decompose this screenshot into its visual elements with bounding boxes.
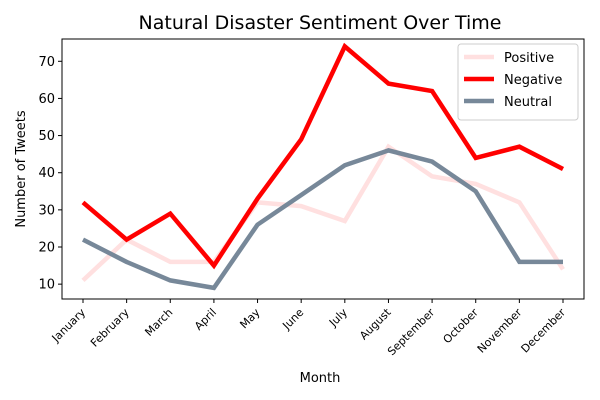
- y-tick-label: 60: [38, 92, 55, 107]
- y-tick-label: 70: [38, 55, 55, 70]
- plot-frame: [61, 38, 585, 300]
- legend: Positive Negative Neutral: [457, 43, 579, 121]
- series-line-positive: [81, 143, 565, 283]
- legend-label: Neutral: [504, 95, 552, 110]
- x-tick-label: June: [279, 306, 306, 333]
- series-line-neutral: [81, 148, 563, 291]
- x-tick-label: November: [475, 306, 525, 356]
- legend-label: Negative: [504, 73, 562, 88]
- x-tick-label: February: [88, 306, 132, 350]
- x-tick-label: May: [237, 306, 263, 332]
- y-tick-label: 50: [38, 129, 55, 144]
- y-tick-label: 40: [38, 166, 55, 181]
- x-axis-label: Month: [300, 371, 341, 386]
- x-tick-label: January: [49, 306, 89, 346]
- chart-title: Natural Disaster Sentiment Over Time: [139, 12, 502, 34]
- legend-label: Positive: [504, 51, 554, 66]
- x-tick-label: March: [142, 306, 175, 339]
- y-axis-label: Number of Tweets: [14, 110, 29, 228]
- series-line-negative: [81, 42, 565, 270]
- x-tick-label: April: [192, 306, 219, 333]
- series-layer: [81, 42, 565, 291]
- x-tick-label: October: [441, 306, 482, 347]
- x-tick-label: July: [326, 306, 350, 330]
- y-tick-label: 30: [38, 203, 55, 218]
- y-tick-label: 20: [38, 241, 55, 256]
- x-tick-label: December: [519, 306, 569, 356]
- y-tick-label: 10: [38, 278, 55, 293]
- x-tick-label: September: [385, 306, 438, 359]
- x-tick-label: August: [357, 305, 394, 342]
